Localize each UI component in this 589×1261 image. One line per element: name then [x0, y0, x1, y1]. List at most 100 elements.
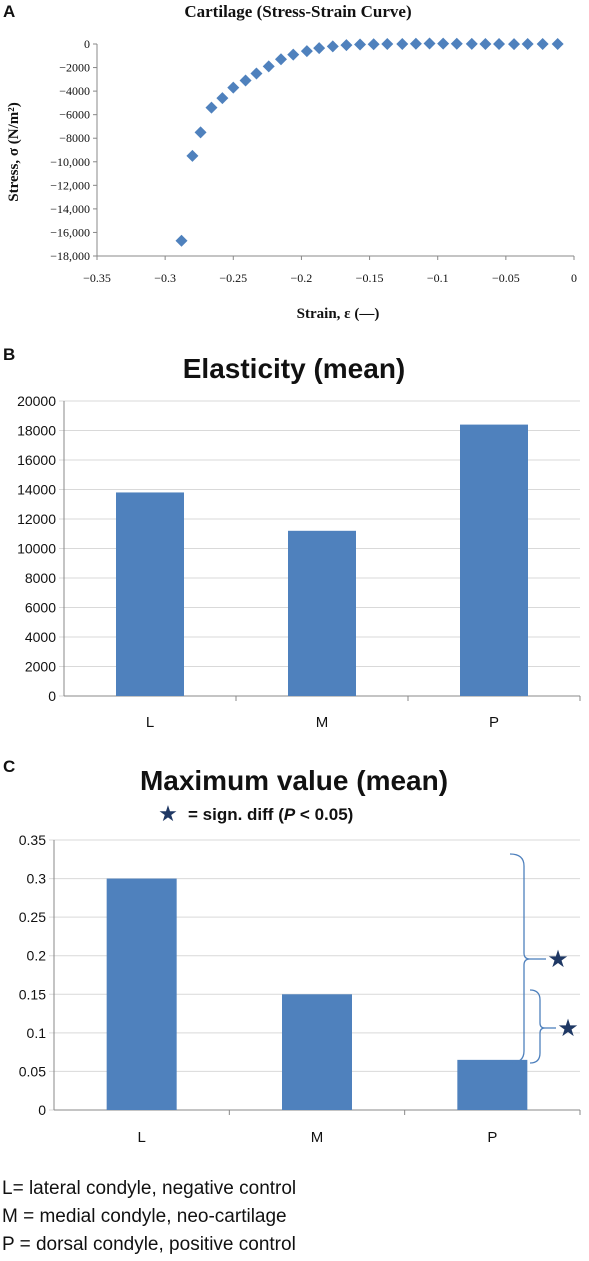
data-point — [216, 92, 229, 105]
star-icon: ★ — [547, 945, 569, 973]
y-tick-label: 0.2 — [27, 948, 47, 964]
panel-c-maximum-value-chart: C Maximum value (mean)★ = sign. diff (P < … — [3, 757, 581, 1146]
y-tick-label: 6000 — [25, 600, 56, 616]
x-tick-label: −0.35 — [83, 271, 111, 285]
bar — [288, 530, 356, 696]
data-point — [381, 38, 394, 50]
data-point — [354, 38, 367, 51]
category-label: P — [487, 1129, 497, 1146]
x-axis-label: Strain, ε (—) — [297, 306, 380, 322]
x-tick-label: −0.1 — [427, 271, 449, 285]
x-tick-label: −0.15 — [356, 271, 384, 285]
y-tick-label: 16000 — [17, 452, 56, 468]
panel-label-c: C — [3, 757, 15, 776]
data-point — [479, 38, 492, 50]
y-tick-label: −8000 — [59, 131, 90, 145]
y-tick-label: −10,000 — [50, 155, 90, 169]
category-label: M — [316, 714, 329, 731]
x-tick-label: −0.05 — [492, 271, 520, 285]
y-tick-label: −4000 — [59, 84, 90, 98]
star-icon: ★ — [158, 802, 178, 827]
legend-line-lateral: L= lateral condyle, negative control — [2, 1178, 297, 1199]
y-tick-label: 8000 — [25, 570, 56, 586]
data-point — [493, 38, 506, 50]
panel-label-a: A — [3, 2, 15, 21]
y-tick-label: 10000 — [17, 541, 56, 557]
y-tick-label: −2000 — [59, 61, 90, 75]
data-point — [423, 37, 436, 50]
data-point — [313, 42, 326, 55]
data-point — [340, 39, 353, 52]
y-tick-label: 0.35 — [19, 832, 46, 848]
data-point — [551, 38, 564, 50]
y-tick-label: 0.25 — [19, 909, 46, 925]
significance-bracket-large — [509, 853, 531, 1064]
y-axis-label: Stress, σ (N/m²) — [6, 102, 22, 201]
y-tick-label: −14,000 — [50, 202, 90, 216]
significance-legend-text: = sign. diff (P < 0.05) — [188, 805, 353, 824]
data-point — [437, 37, 450, 50]
data-point — [227, 81, 240, 94]
panel-label-b: B — [3, 345, 15, 364]
data-point — [367, 38, 380, 51]
legend-line-dorsal: P = dorsal condyle, positive control — [2, 1234, 296, 1255]
category-label: M — [311, 1129, 324, 1146]
y-tick-label: 20000 — [17, 393, 56, 409]
panel-b-elasticity-chart: B Elasticity (mean) 0 2000 4000 6000 8000 10000… — [3, 345, 581, 731]
y-tick-label: 2000 — [25, 659, 56, 675]
panel-a-stress-strain-chart: A Cartilage (Stress-Strain Curve) 0 −2000 −4… — [3, 2, 577, 322]
bar — [457, 1059, 528, 1110]
significance-bracket-small — [529, 989, 546, 1064]
star-icon: ★ — [557, 1014, 579, 1042]
significance-legend-part: = sign. diff ( — [188, 805, 284, 824]
data-point — [326, 40, 339, 53]
data-point — [521, 38, 534, 50]
y-tick-label: −16,000 — [50, 225, 90, 239]
y-tick-label: −12,000 — [50, 178, 90, 192]
data-point — [186, 149, 199, 162]
data-point — [262, 60, 275, 73]
legend-line-medial: M = medial condyle, neo-cartilage — [2, 1206, 287, 1227]
data-point — [175, 234, 188, 247]
y-tick-label: 0 — [38, 1102, 46, 1118]
data-point — [508, 38, 521, 51]
data-point — [250, 67, 263, 80]
y-tick-label: 14000 — [17, 482, 56, 498]
data-point — [409, 37, 422, 50]
y-tick-label: 18000 — [17, 423, 56, 439]
chart-title: Elasticity (mean) — [183, 353, 406, 384]
y-tick-label: 0 — [48, 688, 56, 704]
significance-legend-p: P — [284, 805, 296, 824]
y-tick-label: −18,000 — [50, 249, 90, 263]
chart-title: Cartilage (Stress-Strain Curve) — [184, 2, 411, 21]
bar — [460, 424, 528, 696]
data-point — [396, 38, 409, 50]
y-tick-label: 0.1 — [27, 1025, 47, 1041]
data-point — [205, 101, 218, 114]
chart-title: Maximum value (mean) — [140, 765, 448, 796]
x-tick-label: −0.3 — [154, 271, 176, 285]
bar — [116, 492, 184, 696]
y-tick-label: 12000 — [17, 511, 56, 527]
data-point — [450, 37, 463, 50]
category-label: L — [137, 1129, 145, 1146]
bar — [106, 878, 177, 1110]
x-tick-label: −0.2 — [291, 271, 313, 285]
data-point — [536, 38, 549, 50]
data-point — [287, 48, 300, 61]
x-tick-label: 0 — [571, 271, 577, 285]
category-label: P — [489, 714, 499, 731]
y-tick-label: −6000 — [59, 108, 90, 122]
y-tick-label: 0 — [84, 37, 90, 51]
x-tick-label: −0.25 — [219, 271, 247, 285]
significance-legend-part: < 0.05) — [295, 805, 353, 824]
y-tick-label: 0.15 — [19, 986, 46, 1002]
y-tick-label: 0.05 — [19, 1063, 46, 1079]
data-point — [239, 74, 252, 87]
category-label: L — [146, 714, 154, 731]
data-point — [465, 37, 478, 50]
data-point — [274, 53, 287, 66]
bar — [282, 994, 352, 1110]
y-tick-label: 0.3 — [27, 871, 47, 887]
